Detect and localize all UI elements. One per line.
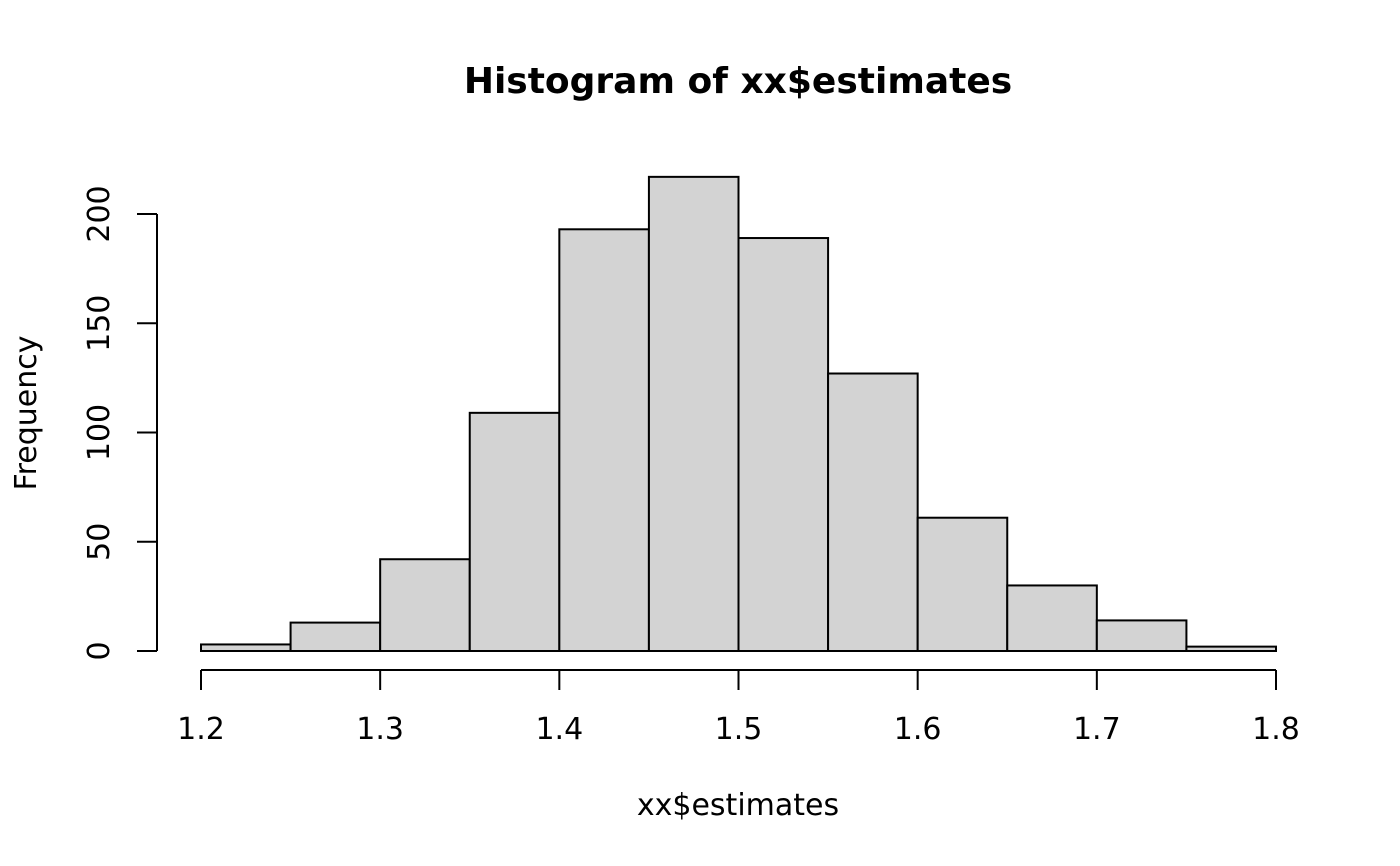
histogram-bar <box>737 237 830 652</box>
x-tick-label: 1.2 <box>177 712 225 747</box>
y-axis: 0 50 100 150 200 <box>82 185 158 661</box>
y-tick-label: 50 <box>82 523 117 561</box>
x-tick-label: 1.6 <box>894 712 942 747</box>
x-tick-label: 1.8 <box>1252 712 1300 747</box>
y-tick-label: 100 <box>82 404 117 461</box>
x-tick-label: 1.7 <box>1073 712 1121 747</box>
histogram-bar <box>379 558 471 652</box>
histogram-bar <box>827 372 919 652</box>
x-tick-label: 1.4 <box>535 712 583 747</box>
histogram-bar <box>1185 645 1277 653</box>
histogram-bar <box>916 516 1009 653</box>
x-tick-label: 1.5 <box>715 712 763 747</box>
histogram-bar <box>468 411 561 652</box>
x-axis-label: xx$estimates <box>637 788 839 823</box>
histogram-bar <box>558 228 650 652</box>
histogram-bar <box>647 175 740 652</box>
x-axis: 1.2 1.3 1.4 1.5 1.6 1.7 1.8 <box>177 669 1300 747</box>
x-tick-label: 1.3 <box>356 712 404 747</box>
histogram-bar <box>1095 619 1188 652</box>
y-tick-label: 150 <box>82 295 117 352</box>
y-axis-label: Frequency <box>9 336 44 491</box>
bars-group <box>200 175 1277 653</box>
histogram-bar <box>1006 584 1098 653</box>
chart-title: Histogram of xx$estimates <box>464 61 1012 102</box>
histogram-bar <box>200 643 292 653</box>
y-tick-label: 200 <box>82 185 117 242</box>
y-tick-label: 0 <box>82 641 117 660</box>
histogram-bar <box>289 621 382 652</box>
